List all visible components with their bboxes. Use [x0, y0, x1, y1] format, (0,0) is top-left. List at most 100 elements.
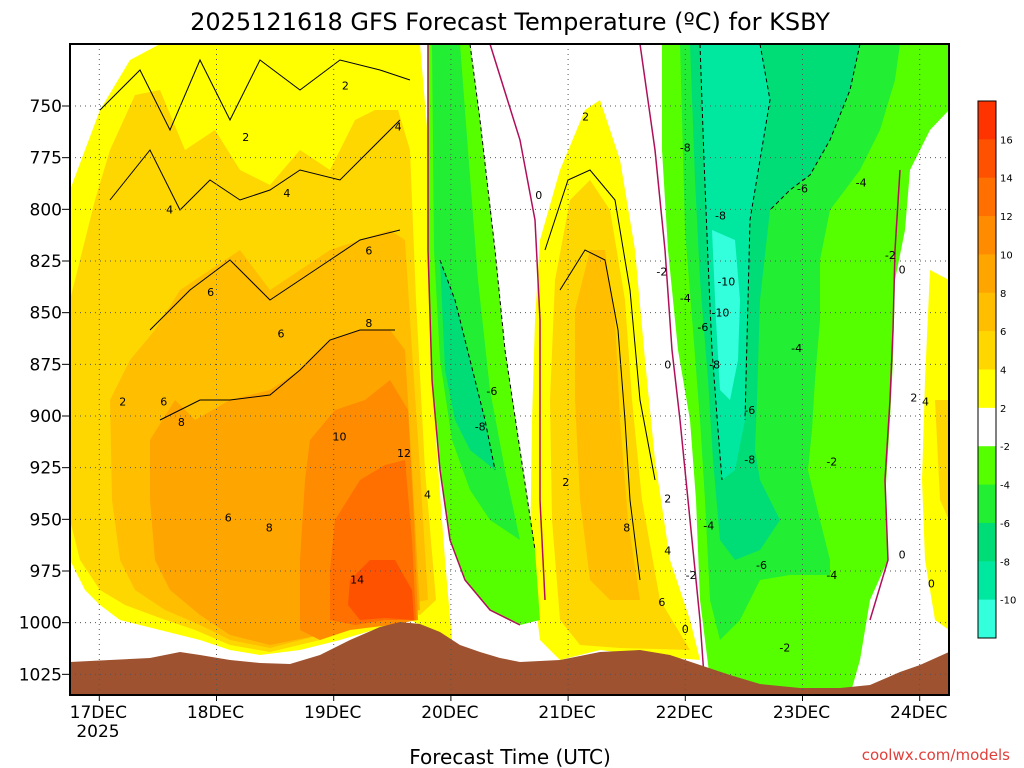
- contour-label: 2: [562, 476, 569, 489]
- colorbar-label: 12: [1000, 212, 1013, 223]
- contour-label: 6: [365, 245, 372, 258]
- contour-label: -2: [686, 569, 697, 582]
- colorbar-label: 6: [1000, 327, 1006, 338]
- colorbar-label: 4: [1000, 366, 1006, 377]
- colorbar-label: 2: [1000, 404, 1006, 415]
- colorbar-label: 14: [1000, 174, 1013, 185]
- x-tick-label: 20DEC: [421, 703, 478, 723]
- colorbar-bin: [978, 446, 996, 486]
- y-tick-label: 850: [30, 304, 62, 324]
- colorbar-bin: [978, 331, 996, 370]
- contour-label: -6: [756, 559, 767, 572]
- colorbar-bin: [978, 254, 996, 294]
- grid: [70, 44, 949, 695]
- y-axis: 750 775 800 825 850 875 900 925 950 975 1000 1025: [19, 97, 70, 685]
- contour-label: 6: [225, 511, 232, 524]
- contour-label: 4: [395, 121, 402, 134]
- contour-lines: [99, 58, 656, 581]
- contour-label: -6: [697, 321, 708, 334]
- y-tick-label: 925: [30, 459, 62, 479]
- colorbar-bin: [978, 561, 996, 601]
- contour-label: 8: [365, 317, 372, 330]
- contour-label: 4: [664, 544, 671, 557]
- chart-title: 2025121618 GFS Forecast Temperature (ºC)…: [190, 8, 830, 36]
- y-tick-label: 1000: [19, 614, 62, 634]
- contour-label: -2: [779, 641, 790, 654]
- y-tick-label: 975: [30, 562, 62, 582]
- colorbar-bin: [978, 139, 996, 179]
- x-tick-label: 22DEC: [656, 703, 713, 723]
- contour-label: 8: [178, 416, 185, 429]
- y-tick-label: 775: [30, 149, 62, 169]
- contour-label: 0: [682, 623, 689, 636]
- contour-label: -6: [744, 404, 755, 417]
- y-tick-label: 800: [30, 200, 62, 220]
- colorbar-label: 10: [1000, 250, 1013, 261]
- x-year-label: 2025: [76, 722, 119, 742]
- y-tick-label: 750: [30, 97, 62, 117]
- contour-label: 6: [277, 327, 284, 340]
- colorbar-label: -6: [1000, 519, 1010, 530]
- zero-contour: [427, 44, 901, 691]
- contour-label: -2: [885, 249, 896, 262]
- band-m10-to-m12-c: [712, 230, 740, 400]
- colorbar-frame: [977, 100, 997, 639]
- y-tick-label: 825: [30, 252, 62, 272]
- colorbar-bin: [978, 101, 996, 140]
- contour-label: -8: [680, 141, 691, 154]
- contour-label: -2: [826, 455, 837, 468]
- contour-label: 2: [119, 396, 126, 409]
- colorbar-bin: [978, 177, 996, 217]
- contour-label: 2: [242, 131, 249, 144]
- y-tick-label: 950: [30, 510, 62, 530]
- x-tick-label: 23DEC: [773, 703, 830, 723]
- band-4-to-6-d: [935, 400, 949, 520]
- y-tick-label: 1025: [19, 665, 62, 685]
- contour-label: -10: [711, 307, 729, 320]
- contour-label: 8: [266, 522, 273, 535]
- colorbar-bin: [978, 369, 996, 409]
- contour-label: 4: [283, 187, 290, 200]
- colorbar-bin: [978, 407, 996, 447]
- x-tick-label: 24DEC: [890, 703, 947, 723]
- contour-label: 12: [397, 447, 411, 460]
- contour-label: -4: [791, 342, 802, 355]
- contour-label: 0: [664, 358, 671, 371]
- contour-label: 0: [899, 548, 906, 561]
- contour-label: -4: [680, 292, 691, 305]
- x-tick-label: 21DEC: [538, 703, 595, 723]
- contour-label: 4: [424, 489, 431, 502]
- contour-label: -4: [703, 520, 714, 533]
- colorbar: 16 14 12 10 8 6 4 2 -2 -4 -6 -8 -10: [977, 100, 1016, 639]
- contour-label: 14: [350, 573, 364, 586]
- contour-label: 0: [535, 189, 542, 202]
- y-tick-label: 875: [30, 355, 62, 375]
- band-14-to-16: [348, 560, 414, 620]
- contour-label: -8: [475, 420, 486, 433]
- contour-label: 6: [658, 596, 665, 609]
- terrain: [70, 622, 949, 695]
- colorbar-bin: [978, 599, 996, 639]
- contour-label: 4: [922, 396, 929, 409]
- contour-label: -4: [856, 176, 867, 189]
- temperature-field: [70, 44, 949, 695]
- contour-label: 8: [623, 522, 630, 535]
- contour-label: -10: [717, 276, 735, 289]
- colorbar-label: 16: [1000, 135, 1013, 146]
- contour-label: -6: [486, 385, 497, 398]
- contour-label: 2: [582, 110, 589, 123]
- credit-label: coolwx.com/models: [862, 746, 1010, 764]
- colorbar-label: -8: [1000, 557, 1010, 568]
- x-tick-label: 19DEC: [304, 703, 361, 723]
- contour-label: 2: [664, 493, 671, 506]
- x-tick-label: 17DEC: [70, 703, 127, 723]
- contour-label: 2: [910, 391, 917, 404]
- band-m6-to-m8: [440, 260, 495, 470]
- contour-label: 0: [899, 263, 906, 276]
- x-tick-label: 18DEC: [187, 703, 244, 723]
- x-axis: 17DEC 18DEC 19DEC 20DEC 21DEC 22DEC 23DEC 24DEC: [70, 695, 947, 723]
- contour-label: -2: [656, 265, 667, 278]
- colorbar-label: -10: [1000, 596, 1016, 607]
- colorbar-bin: [978, 522, 996, 562]
